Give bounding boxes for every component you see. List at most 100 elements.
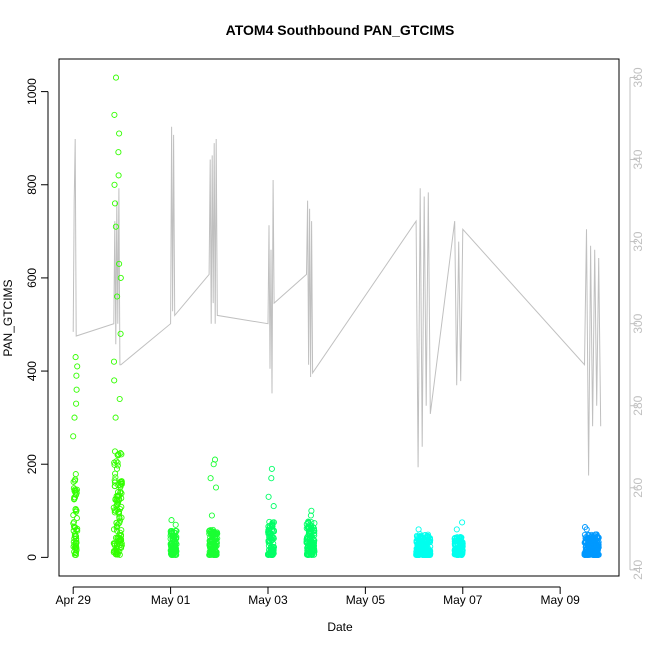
data-point (457, 543, 464, 550)
data-point (70, 527, 77, 534)
data-point (583, 542, 590, 549)
data-point (117, 541, 124, 548)
x-tick-label: May 03 (248, 593, 288, 607)
data-point (118, 480, 125, 487)
data-point (210, 543, 217, 550)
data-point (270, 535, 277, 542)
data-point (115, 172, 122, 179)
data-point (111, 200, 119, 207)
data-point (114, 534, 121, 541)
data-point (71, 530, 78, 537)
x-tick-label: Apr 29 (56, 593, 92, 607)
data-point (169, 532, 176, 539)
y-tick-label: 400 (25, 361, 39, 381)
y2-tick-label: 340 (631, 149, 645, 169)
data-point (117, 489, 124, 496)
data-point (118, 478, 125, 485)
secondary-series-line (72, 126, 602, 476)
data-point (117, 274, 124, 281)
data-point (111, 479, 118, 486)
data-point (413, 538, 420, 545)
data-point (311, 530, 318, 537)
y-axis-left: 0 200 400 600 800 1000 (25, 78, 49, 561)
plot-area (70, 74, 602, 559)
data-point (168, 517, 175, 524)
x-axis: Apr 29 May 01 May 03 May 05 May 07 May 09 (56, 586, 580, 607)
data-point (112, 223, 119, 230)
data-point (172, 539, 179, 546)
data-point (70, 478, 77, 485)
data-point (459, 543, 466, 551)
data-point (586, 551, 593, 558)
data-point (582, 538, 589, 545)
data-point (267, 549, 274, 556)
y2-tick-label: 360 (631, 67, 645, 87)
data-point (311, 532, 318, 539)
data-point (211, 456, 219, 463)
data-point (581, 524, 589, 531)
data-point (117, 330, 124, 337)
data-point (169, 540, 176, 547)
data-point (116, 548, 123, 555)
data-point (459, 550, 466, 557)
data-point (111, 111, 118, 118)
data-point (425, 545, 432, 553)
data-point (207, 551, 214, 558)
data-point (116, 395, 123, 403)
data-point (457, 533, 464, 541)
data-point (212, 536, 220, 543)
data-point (590, 551, 597, 558)
data-point (74, 363, 81, 370)
data-point (111, 507, 118, 514)
data-point (111, 459, 118, 466)
data-point (73, 372, 80, 379)
data-point (453, 548, 460, 555)
data-point (208, 512, 215, 519)
data-point (111, 377, 118, 384)
y2-tick-label: 280 (631, 395, 645, 415)
data-point (265, 493, 272, 500)
data-point (118, 514, 125, 521)
data-point (210, 551, 217, 559)
data-point (72, 354, 79, 361)
y2-tick-label: 300 (631, 313, 645, 333)
data-point (116, 260, 123, 267)
y-axis-right: 240 260 280 300 320 340 360 (629, 67, 645, 580)
data-point (70, 433, 77, 440)
data-point (72, 551, 79, 559)
data-point (70, 543, 77, 550)
data-point (594, 545, 601, 552)
data-point (584, 545, 591, 552)
data-point (266, 518, 273, 525)
data-point (114, 523, 121, 530)
x-tick-label: May 09 (540, 593, 580, 607)
data-point (269, 520, 276, 527)
data-point (267, 534, 274, 542)
data-point (116, 537, 123, 544)
data-point (117, 450, 124, 457)
data-point (118, 544, 125, 551)
data-point (70, 518, 78, 526)
data-point (265, 526, 272, 534)
data-point (459, 519, 466, 526)
data-point (74, 525, 81, 532)
data-point (111, 477, 118, 484)
data-point (265, 529, 272, 536)
data-point (73, 507, 80, 514)
data-point (265, 523, 272, 530)
data-point (303, 539, 310, 546)
data-point (111, 483, 118, 490)
y-axis-label: PAN_GTCIMS (1, 279, 15, 356)
data-point (584, 548, 591, 555)
y-tick-label: 0 (25, 554, 39, 561)
data-point (305, 519, 312, 526)
data-point (310, 535, 317, 543)
data-point (111, 181, 118, 188)
data-point (453, 526, 460, 533)
data-point (303, 536, 310, 543)
data-point (71, 414, 78, 421)
data-point (111, 461, 118, 468)
data-point (206, 544, 214, 551)
data-point (111, 448, 119, 455)
data-point (170, 533, 178, 541)
